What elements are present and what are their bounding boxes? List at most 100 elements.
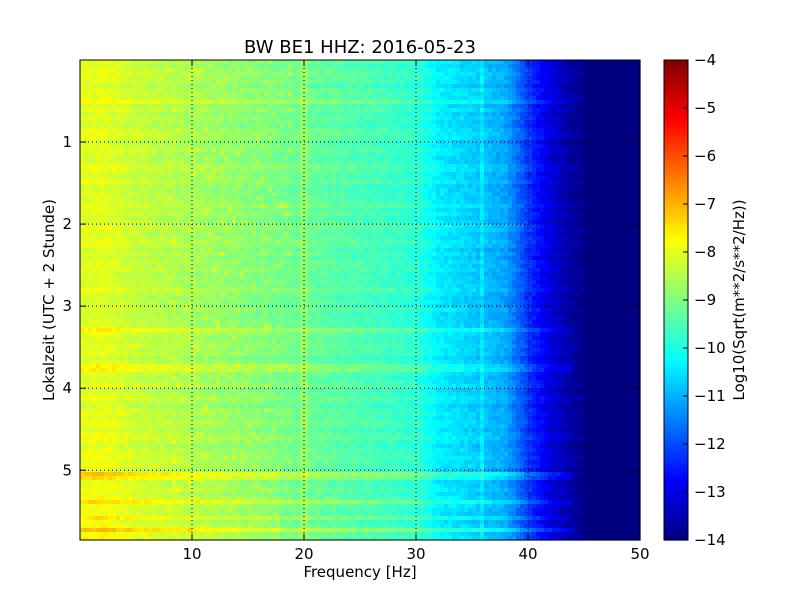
heatmap-cell [420,180,425,185]
heatmap-cell [336,88,341,93]
heatmap-cell [296,72,301,77]
heatmap-cell [464,76,469,81]
heatmap-cell [444,148,449,153]
heatmap-cell [308,192,313,197]
heatmap-cell [492,164,497,169]
heatmap-cell [156,76,161,81]
heatmap-cell [96,104,101,109]
heatmap-cell [244,124,249,129]
heatmap-cell [444,164,449,169]
heatmap-cell [144,60,149,65]
heatmap-cell [444,112,449,117]
heatmap-cell [228,184,233,189]
heatmap-cell [560,188,565,193]
heatmap-cell [292,80,297,85]
heatmap-cell [324,136,329,141]
heatmap-cell [348,196,353,201]
heatmap-cell [568,168,573,173]
heatmap-cell [572,108,577,113]
heatmap-cell [504,128,509,133]
heatmap-cell [264,132,269,137]
heatmap-cell [348,188,353,193]
heatmap-cell [252,176,257,181]
heatmap-cell [264,196,269,201]
heatmap-cell [324,92,329,97]
heatmap-cell [292,100,297,105]
heatmap-cell [348,180,353,185]
heatmap-cell [544,196,549,201]
heatmap-cell [364,76,369,81]
heatmap-cell [284,128,289,133]
heatmap-cell [276,176,281,181]
heatmap-cell [252,160,257,165]
heatmap-cell [80,164,85,169]
heatmap-cell [600,140,605,145]
heatmap-cell [476,184,481,189]
heatmap-cell [572,148,577,153]
heatmap-cell [216,60,221,65]
heatmap-cell [176,132,181,137]
heatmap-cell [600,168,605,173]
heatmap-cell [216,176,221,181]
heatmap-cell [536,124,541,129]
heatmap-cell [628,128,633,133]
heatmap-cell [616,84,621,89]
heatmap-cell [520,176,525,181]
heatmap-cell [600,148,605,153]
heatmap-cell [488,160,493,165]
heatmap-cell [100,144,105,149]
heatmap-cell [548,112,553,117]
heatmap-cell [140,152,145,157]
heatmap-cell [628,140,633,145]
heatmap-cell [144,92,149,97]
heatmap-cell [176,164,181,169]
heatmap-cell [308,76,313,81]
heatmap-cell [300,164,305,169]
heatmap-cell [176,136,181,141]
heatmap-cell [236,100,241,105]
heatmap-cell [400,196,405,201]
heatmap-cell [572,144,577,149]
heatmap-cell [116,76,121,81]
heatmap-cell [228,112,233,117]
heatmap-cell [300,64,305,69]
heatmap-cell [596,84,601,89]
heatmap-cell [440,60,445,65]
heatmap-cell [308,200,313,205]
heatmap-cell [296,164,301,169]
heatmap-cell [100,104,105,109]
heatmap-cell [404,160,409,165]
heatmap-cell [108,100,113,105]
heatmap-cell [556,196,561,201]
heatmap-cell [564,152,569,157]
heatmap-cell [544,160,549,165]
heatmap-cell [176,148,181,153]
heatmap-cell [244,60,249,65]
heatmap-cell [156,176,161,181]
heatmap-cell [484,180,489,185]
heatmap-cell [488,96,493,101]
heatmap-cell [376,88,381,93]
heatmap-cell [532,160,537,165]
heatmap-cell [592,128,597,133]
heatmap-cell [628,168,633,173]
heatmap-cell [204,120,209,125]
heatmap-cell [168,108,173,113]
heatmap-cell [172,148,177,153]
heatmap-cell [364,124,369,129]
heatmap-cell [452,160,457,165]
heatmap-cell [272,156,277,161]
heatmap-cell [628,136,633,141]
heatmap-cell [620,84,625,89]
heatmap-cell [320,76,325,81]
heatmap-cell [176,116,181,121]
heatmap-cell [352,160,357,165]
heatmap-cell [636,108,641,113]
heatmap-cell [456,132,461,137]
heatmap-cell [268,116,273,121]
heatmap-cell [624,60,629,65]
heatmap-cell [268,188,273,193]
heatmap-cell [632,100,637,105]
heatmap-cell [452,116,457,121]
heatmap-cell [348,160,353,165]
